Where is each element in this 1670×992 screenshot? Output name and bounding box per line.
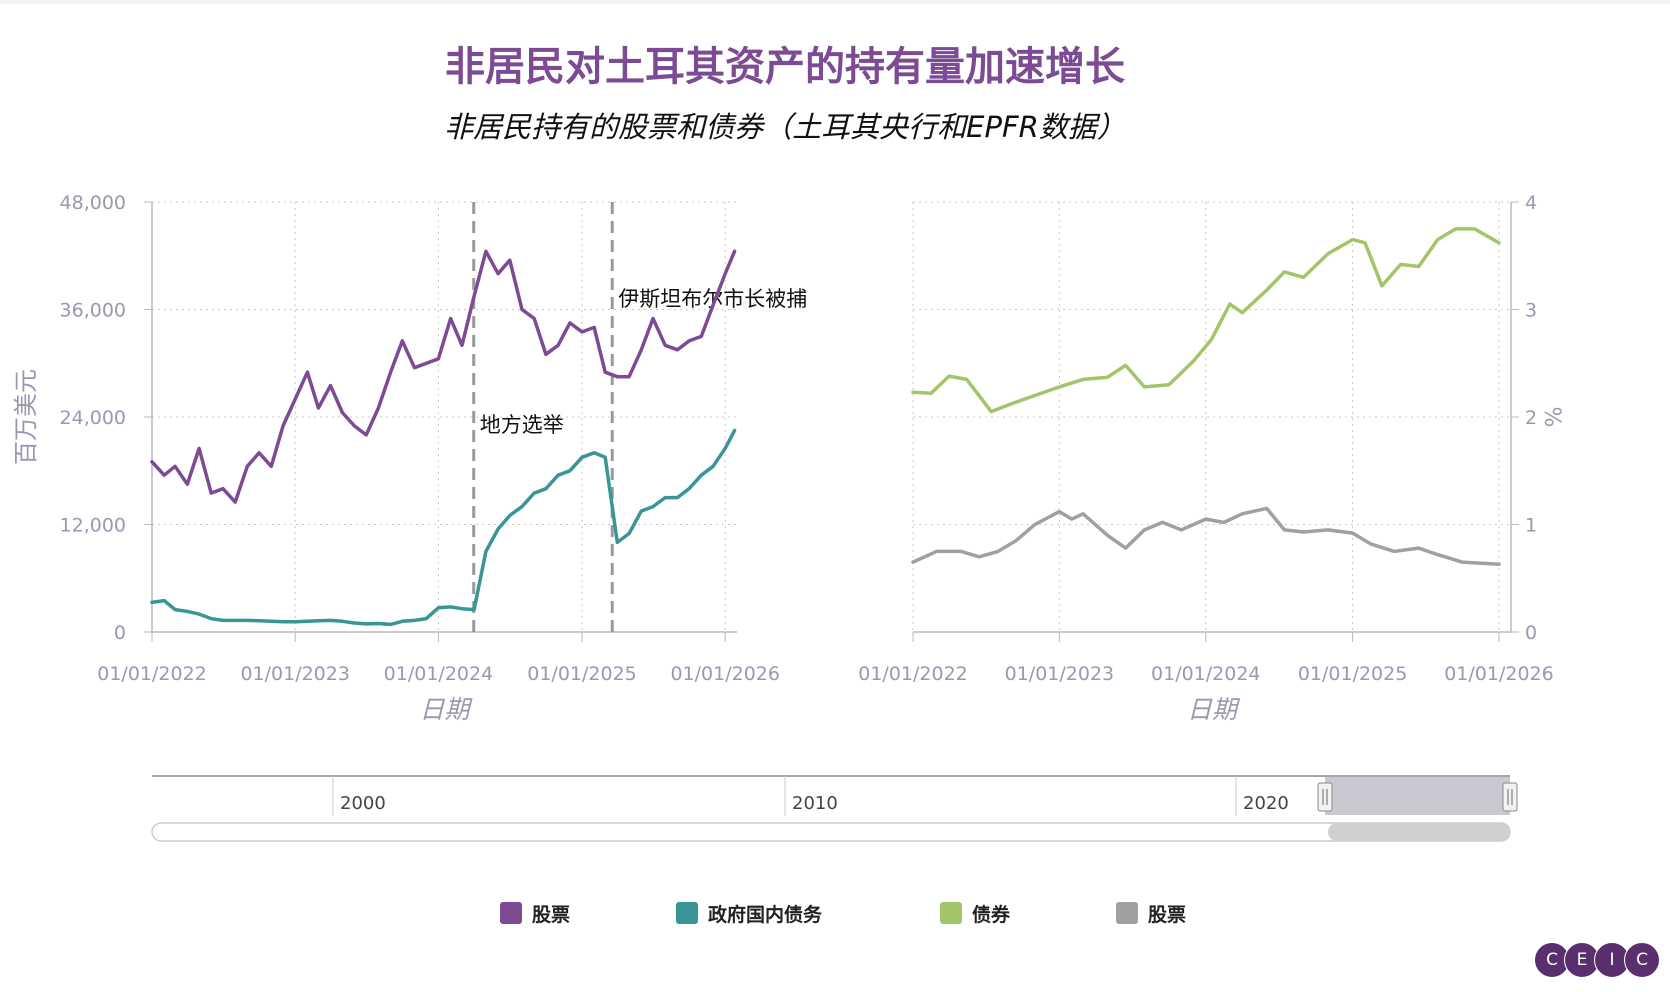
- x-tick-label: 01/01/2026: [1444, 663, 1554, 685]
- left-chart-panel: 48,000 36,000 24,000 12,000 0 01/01/2022 01/01…: [12, 192, 807, 724]
- y-tick-label: 0: [1525, 622, 1537, 644]
- legend-swatch: [500, 902, 522, 924]
- right-chart-panel: 4 3 2 1 0 01/01/2022 01/01/2023 01/01/2024 01/01…: [858, 192, 1564, 724]
- chart-subtitle: 非居民持有的股票和债券（土耳其央行和EPFR数据）: [444, 110, 1126, 144]
- navigator-label: 2020: [1243, 793, 1289, 814]
- ceic-logo: C E I C: [1534, 942, 1660, 978]
- legend-label: 政府国内债务: [708, 903, 823, 926]
- x-tick-label: 01/01/2024: [1151, 663, 1261, 685]
- navigator-scroll-thumb[interactable]: [1328, 823, 1510, 841]
- navigator-label: 2010: [792, 793, 838, 814]
- navigator-selection[interactable]: [1325, 777, 1510, 815]
- series-line: [911, 227, 1501, 414]
- legend-swatch: [1116, 902, 1138, 924]
- y-axis-title: %: [1539, 407, 1564, 428]
- chart-title: 非居民对土耳其资产的持有量加速增长: [445, 44, 1125, 90]
- annotation-label: 地方选举: [480, 413, 564, 437]
- navigator-handle[interactable]: [1502, 782, 1518, 812]
- y-tick-label: 0: [114, 622, 126, 644]
- x-tick-label: 01/01/2022: [858, 663, 968, 685]
- navigator-handle[interactable]: [1317, 782, 1333, 812]
- y-tick-label: 1: [1525, 515, 1537, 537]
- y-tick-label: 48,000: [60, 192, 126, 214]
- x-axis-title: 日期: [1187, 695, 1241, 724]
- x-tick-label: 01/01/2025: [1298, 663, 1408, 685]
- x-tick-label: 01/01/2025: [527, 663, 637, 685]
- y-tick-label: 2: [1525, 407, 1537, 429]
- x-axis-title: 日期: [419, 695, 473, 724]
- x-tick-label: 01/01/2023: [240, 663, 350, 685]
- legend-label: 股票: [1148, 903, 1187, 926]
- legend-swatch: [676, 902, 698, 924]
- navigator-scrollbar[interactable]: [151, 822, 1511, 842]
- legend: 股票 政府国内债务 债券 股票: [0, 896, 1670, 930]
- legend-item-bonds[interactable]: 债券: [940, 896, 1010, 930]
- range-navigator[interactable]: 2000 2010 2020: [151, 775, 1518, 842]
- navigator-label: 2000: [340, 793, 386, 814]
- legend-swatch: [940, 902, 962, 924]
- series-line: [150, 249, 737, 504]
- y-tick-label: 12,000: [60, 515, 126, 537]
- y-tick-label: 4: [1525, 192, 1537, 214]
- legend-label: 债券: [972, 903, 1011, 926]
- series-line: [911, 506, 1501, 567]
- y-tick-label: 36,000: [60, 300, 126, 322]
- x-tick-label: 01/01/2023: [1005, 663, 1115, 685]
- y-axis-title: 百万美元: [12, 369, 40, 465]
- legend-item-equities-pct[interactable]: 股票: [1116, 896, 1186, 930]
- x-tick-label: 01/01/2026: [670, 663, 780, 685]
- x-tick-label: 01/01/2024: [384, 663, 494, 685]
- top-rule: [0, 0, 1670, 4]
- y-tick-label: 3: [1525, 300, 1537, 322]
- series-line: [150, 428, 737, 627]
- legend-item-government-domestic-debt[interactable]: 政府国内债务: [676, 896, 822, 930]
- x-tick-label: 01/01/2022: [97, 663, 207, 685]
- y-tick-label: 24,000: [60, 407, 126, 429]
- legend-label: 股票: [532, 903, 571, 926]
- legend-item-equities[interactable]: 股票: [500, 896, 570, 930]
- logo-letter: C: [1624, 942, 1660, 978]
